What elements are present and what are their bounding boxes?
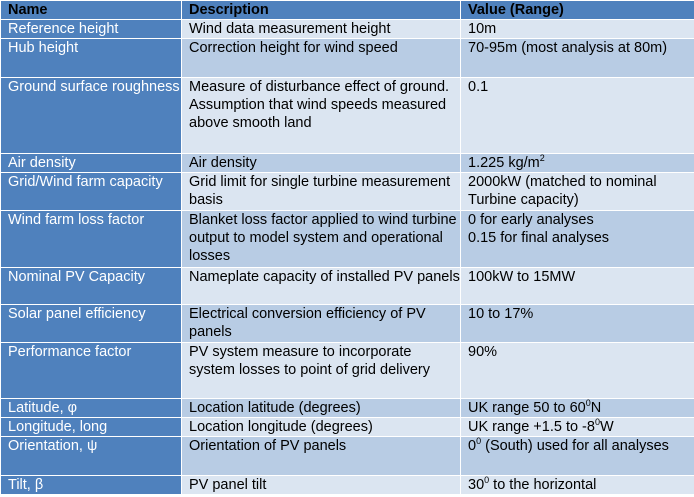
row-name: Latitude, φ — [0, 398, 182, 418]
row-value: 2000kW (matched to nominal Turbine capac… — [460, 172, 694, 211]
value-line: 0.15 for final analyses — [468, 230, 610, 246]
row-value: 0.1 — [460, 77, 694, 154]
row-value: 70-95m (most analysis at 80m) — [460, 38, 694, 78]
table-row: Hub height Correction height for wind sp… — [0, 38, 694, 78]
table-row: Air density Air density 1.225 kg/m2 — [0, 153, 694, 173]
row-description: Grid limit for single turbine measuremen… — [181, 172, 461, 211]
row-description: Correction height for wind speed — [181, 38, 461, 78]
table-row: Performance factor PV system measure to … — [0, 342, 694, 399]
value-line: 0 for early analyses — [468, 212, 594, 228]
row-name: Orientation, ψ — [0, 436, 182, 476]
value-text: UK range 50 to 60 — [468, 400, 586, 416]
row-description: Nameplate capacity of installed PV panel… — [181, 267, 461, 305]
row-description: PV system measure to incorporate system … — [181, 342, 461, 399]
row-value: 90% — [460, 342, 694, 399]
row-description: Air density — [181, 153, 461, 173]
row-description: PV panel tilt — [181, 475, 461, 495]
table-row: Nominal PV Capacity Nameplate capacity o… — [0, 267, 694, 305]
row-value: 00 (South) used for all analyses — [460, 436, 694, 476]
header-description: Description — [181, 0, 461, 20]
value-suffix: (South) used for all analyses — [481, 438, 669, 454]
value-text: 0 — [468, 438, 477, 454]
row-description: Electrical conversion efficiency of PV p… — [181, 304, 461, 343]
row-name: Reference height — [0, 19, 182, 39]
value-text: 30 — [468, 477, 485, 493]
value-text: UK range +1.5 to -8 — [468, 419, 595, 435]
row-name: Performance factor — [0, 342, 182, 399]
value-superscript: 0 — [585, 398, 591, 408]
value-text: 1.225 kg/m — [468, 155, 540, 171]
row-name: Wind farm loss factor — [0, 210, 182, 268]
table-row: Reference height Wind data measurement h… — [0, 19, 694, 39]
value-suffix: W — [599, 419, 614, 435]
row-name: Air density — [0, 153, 182, 173]
row-value: 100kW to 15MW — [460, 267, 694, 305]
row-name: Nominal PV Capacity — [0, 267, 182, 305]
row-value: UK range +1.5 to -80W — [460, 417, 694, 437]
value-suffix: N — [590, 400, 602, 416]
value-superscript: 0 — [594, 417, 600, 427]
row-name: Solar panel efficiency — [0, 304, 182, 343]
row-name: Tilt, β — [0, 475, 182, 495]
row-description: Measure of disturbance effect of ground.… — [181, 77, 461, 154]
row-name: Longitude, long — [0, 417, 182, 437]
row-value: UK range 50 to 600N — [460, 398, 694, 418]
header-value: Value (Range) — [460, 0, 694, 20]
row-value: 300 to the horizontal — [460, 475, 694, 495]
table-row: Tilt, β PV panel tilt 300 to the horizon… — [0, 475, 694, 495]
value-superscript: 2 — [539, 153, 545, 163]
header-name: Name — [0, 0, 182, 20]
row-name: Hub height — [0, 38, 182, 78]
row-name: Grid/Wind farm capacity — [0, 172, 182, 211]
row-description: Location longitude (degrees) — [181, 417, 461, 437]
row-value: 10 to 17% — [460, 304, 694, 343]
row-value: 10m — [460, 19, 694, 39]
row-value: 0 for early analyses 0.15 for final anal… — [460, 210, 694, 268]
header-row: Name Description Value (Range) — [0, 0, 694, 20]
table-row: Wind farm loss factor Blanket loss facto… — [0, 210, 694, 268]
row-description: Orientation of PV panels — [181, 436, 461, 476]
value-superscript: 0 — [476, 436, 482, 446]
table-row: Longitude, long Location longitude (degr… — [0, 417, 694, 437]
table-row: Solar panel efficiency Electrical conver… — [0, 304, 694, 343]
row-name: Ground surface roughness — [0, 77, 182, 154]
table-row: Ground surface roughness Measure of dist… — [0, 77, 694, 154]
value-suffix: to the horizontal — [489, 477, 597, 493]
row-value: 1.225 kg/m2 — [460, 153, 694, 173]
value-superscript: 0 — [484, 475, 490, 485]
row-description: Location latitude (degrees) — [181, 398, 461, 418]
row-description: Blanket loss factor applied to wind turb… — [181, 210, 461, 268]
table-row: Latitude, φ Location latitude (degrees) … — [0, 398, 694, 418]
table-row: Orientation, ψ Orientation of PV panels … — [0, 436, 694, 476]
row-description: Wind data measurement height — [181, 19, 461, 39]
table-row: Grid/Wind farm capacity Grid limit for s… — [0, 172, 694, 211]
